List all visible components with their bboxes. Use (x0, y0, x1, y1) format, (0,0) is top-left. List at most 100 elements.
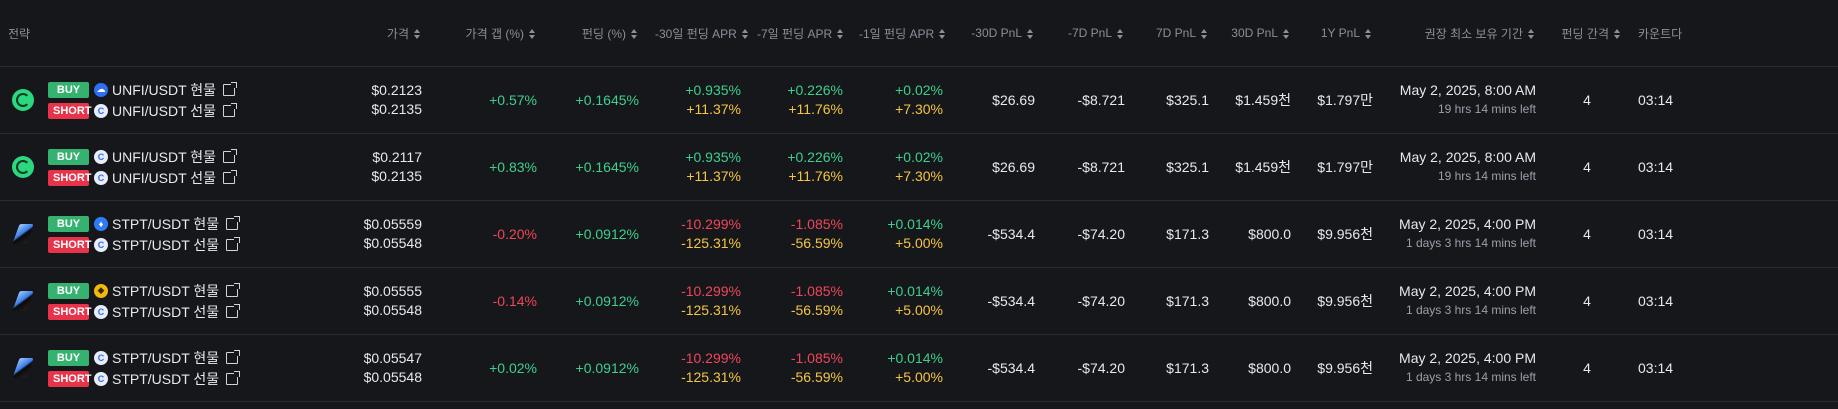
pnl-minus-7d-cell: -$74.20 (1043, 200, 1133, 268)
sort-icon (939, 29, 947, 40)
apr-7d-value: +0.226% (787, 82, 843, 98)
pnl-minus-30d-cell: -$534.4 (951, 267, 1043, 335)
price-buy: $0.2117 (372, 149, 422, 165)
external-link-icon[interactable] (226, 303, 241, 318)
price-buy: $0.2123 (371, 82, 422, 98)
price-short: $0.05548 (363, 302, 422, 318)
external-link-icon[interactable] (226, 236, 241, 251)
strategy-cell: BUY ♦ STPT/USDT 현물 SHORT C STPT/USDT 선물 (0, 200, 250, 268)
header-pnl-1y[interactable]: 1Y PnL (1299, 0, 1381, 67)
apr-7d-cell: -1.085% -56.59% (749, 334, 851, 402)
min-hold-cell: May 2, 2025, 4:00 PM 1 days 3 hrs 14 min… (1381, 267, 1544, 335)
funding-cell: +0.1645% (545, 133, 647, 201)
pnl-30d-cell: $800.0 (1217, 200, 1299, 268)
header-price[interactable]: 가격 (250, 0, 430, 67)
external-link-icon[interactable] (223, 102, 238, 117)
external-link-icon[interactable] (223, 81, 238, 96)
table-row[interactable]: BUY ◆ STPT/USDT 현물 SHORT C STPT/USDT 선물 … (0, 267, 1838, 335)
pnl-7d-cell: $325.1 (1133, 66, 1217, 134)
strategy-cell: BUY C UNFI/USDT 현물 SHORT C UNFI/USDT 선물 (0, 133, 250, 201)
header-min-hold[interactable]: 권장 최소 보유 기간 (1381, 0, 1544, 67)
table-row[interactable]: BUY ♦ STPT/USDT 현물 SHORT C STPT/USDT 선물 … (0, 200, 1838, 268)
header-apr-30d[interactable]: -30일 펀딩 APR (647, 0, 749, 67)
hold-time-left: 19 hrs 14 mins left (1437, 169, 1536, 183)
short-leg: SHORT C UNFI/USDT 선물 (48, 100, 238, 121)
price-short: $0.05548 (363, 235, 422, 251)
pnl-1y-cell: $9.956천 (1299, 267, 1381, 335)
apr-7d-annual: +11.76% (788, 168, 843, 184)
short-pair-label: STPT/USDT 선물 (112, 303, 220, 320)
sort-icon (1283, 28, 1291, 39)
header-apr-1d[interactable]: -1일 펀딩 APR (851, 0, 951, 67)
stpt-coin-icon (10, 288, 36, 314)
countdown-cell: 03:14 (1630, 334, 1838, 402)
external-link-icon[interactable] (226, 370, 241, 385)
sort-icon (414, 29, 422, 40)
header-countdown[interactable]: 카운트다 (1630, 0, 1838, 67)
funding-interval-cell: 4 (1544, 267, 1630, 335)
buy-pair-label: STPT/USDT 현물 (112, 282, 220, 299)
short-leg: SHORT C STPT/USDT 선물 (48, 301, 241, 322)
table-row[interactable]: BUY C STPT/USDT 현물 SHORT C STPT/USDT 선물 … (0, 334, 1838, 402)
short-leg: SHORT C STPT/USDT 선물 (48, 234, 241, 255)
external-link-icon[interactable] (223, 169, 238, 184)
apr-1d-value: +0.02% (895, 149, 943, 165)
pnl-minus-7d-cell: -$8.721 (1043, 66, 1133, 134)
pnl-minus-7d-cell: -$74.20 (1043, 267, 1133, 335)
external-link-icon[interactable] (226, 215, 241, 230)
hold-date: May 2, 2025, 4:00 PM (1399, 216, 1536, 232)
countdown-cell: 03:14 (1630, 200, 1838, 268)
futures-exchange-icon: C (94, 149, 108, 164)
pnl-30d-cell: $1.459천 (1217, 66, 1299, 134)
price-short: $0.2135 (371, 101, 422, 117)
apr-1d-cell: +0.02% +7.30% (851, 66, 951, 134)
price-gap-cell: -0.14% (430, 267, 545, 335)
pnl-minus-30d-cell: $26.69 (951, 66, 1043, 134)
apr-1d-annual: +5.00% (895, 235, 943, 251)
apr-7d-annual: -56.59% (790, 302, 843, 318)
external-link-icon[interactable] (226, 282, 241, 297)
min-hold-cell: May 2, 2025, 4:00 PM 1 days 3 hrs 14 min… (1381, 334, 1544, 402)
apr-30d-value: -10.299% (681, 350, 741, 366)
apr-1d-value: +0.02% (895, 82, 943, 98)
price-short: $0.05548 (363, 369, 422, 385)
table-row[interactable]: BUY ☁ UNFI/USDT 현물 SHORT C UNFI/USDT 선물 … (0, 66, 1838, 134)
external-link-icon[interactable] (223, 148, 238, 163)
sort-icon (741, 29, 750, 40)
buy-badge: BUY (48, 282, 89, 299)
cloud-exchange-icon: ☁ (94, 82, 108, 97)
apr-7d-value: -1.085% (790, 350, 843, 366)
header-funding-interval[interactable]: 펀딩 간격 (1544, 0, 1630, 67)
sort-icon (1117, 28, 1125, 39)
buy-pair-label: UNFI/USDT 현물 (112, 81, 217, 98)
header-pnl-minus-7d[interactable]: -7D PnL (1043, 0, 1133, 67)
futures-exchange-icon: C (94, 103, 108, 118)
apr-7d-value: -1.085% (790, 216, 843, 232)
short-leg: SHORT C UNFI/USDT 선물 (48, 167, 238, 188)
apr-30d-value: -10.299% (681, 283, 741, 299)
external-link-icon[interactable] (226, 349, 241, 364)
funding-interval-cell: 4 (1544, 66, 1630, 134)
header-pnl-minus-30d[interactable]: -30D PnL (951, 0, 1043, 67)
header-apr-7d[interactable]: -7일 펀딩 APR (749, 0, 851, 67)
apr-30d-value: +0.935% (685, 149, 741, 165)
pnl-minus-30d-cell: -$534.4 (951, 334, 1043, 402)
header-pnl-7d[interactable]: 7D PnL (1133, 0, 1217, 67)
sort-icon (529, 29, 537, 40)
apr-7d-cell: +0.226% +11.76% (749, 133, 851, 201)
hold-date: May 2, 2025, 8:00 AM (1399, 149, 1536, 165)
header-funding[interactable]: 펀딩 (%) (545, 0, 647, 67)
header-pnl-30d[interactable]: 30D PnL (1217, 0, 1299, 67)
short-pair-label: STPT/USDT 선물 (112, 236, 220, 253)
funding-cell: +0.1645% (545, 66, 647, 134)
apr-30d-annual: +11.37% (686, 101, 741, 117)
table-row[interactable]: BUY C UNFI/USDT 현물 SHORT C UNFI/USDT 선물 … (0, 133, 1838, 201)
buy-badge: BUY (48, 81, 89, 98)
header-price-gap[interactable]: 가격 갭 (%) (430, 0, 545, 67)
table-header-row: 전략 가격 가격 갭 (%) 펀딩 (%) -30일 펀딩 APR -7일 펀딩… (0, 0, 1838, 67)
apr-7d-cell: -1.085% -56.59% (749, 200, 851, 268)
price-cell: $0.2117 $0.2135 (250, 133, 430, 201)
short-pair-label: UNFI/USDT 선물 (112, 169, 217, 186)
apr-30d-value: +0.935% (685, 82, 741, 98)
pnl-30d-cell: $800.0 (1217, 267, 1299, 335)
